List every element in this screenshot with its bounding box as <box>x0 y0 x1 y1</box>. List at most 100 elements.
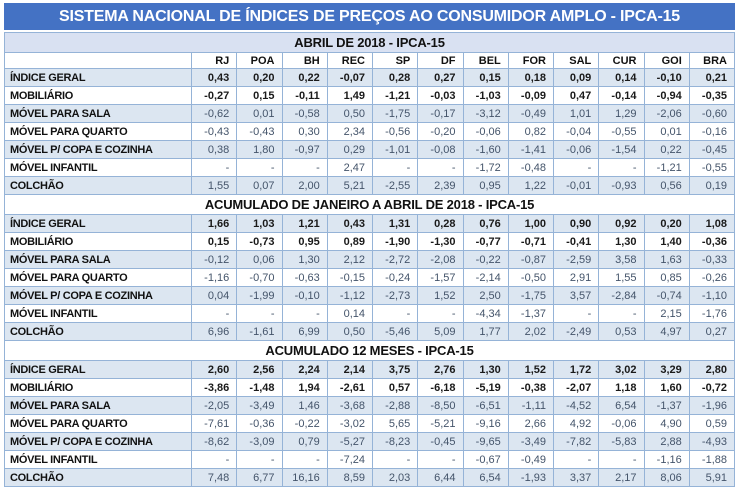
value-cell: -1,16 <box>643 450 690 469</box>
column-header-sal: SAL <box>552 52 600 69</box>
value-cell: 2,80 <box>688 360 736 379</box>
row-label: MÓVEL INFANTIL <box>4 450 192 469</box>
value-cell: 2,50 <box>462 286 509 305</box>
value-cell: -0,94 <box>643 86 690 105</box>
row-label: MOBILIÁRIO <box>4 86 192 105</box>
section-abril-2018: ABRIL DE 2018 - IPCA-15 RJ POA BH REC SP DF BE… <box>4 32 736 195</box>
value-cell: 1,03 <box>236 214 283 233</box>
value-cell: - <box>281 304 328 323</box>
row-label: COLCHÃO <box>4 468 192 487</box>
value-cell: -1,90 <box>371 232 419 251</box>
value-cell: -6,51 <box>462 396 509 415</box>
row-label: MÓVEL PARA SALA <box>4 250 192 269</box>
value-cell: 0,20 <box>643 214 690 233</box>
value-cell: 1,08 <box>688 214 736 233</box>
value-cell: -0,09 <box>507 86 555 105</box>
value-cell: - <box>190 158 238 177</box>
value-cell: - <box>236 450 283 469</box>
table-row: ÍNDICE GERAL 2,60 2,56 2,24 2,14 3,75 2,76 1,30… <box>4 360 736 379</box>
table-row: COLCHÃO 7,48 6,77 16,16 8,59 2,03 6,44 6,54 -1,9… <box>4 468 736 487</box>
value-cell: - <box>281 158 328 177</box>
value-cell: -5,83 <box>598 432 645 451</box>
value-cell: 6,44 <box>417 468 464 487</box>
table-row: MÓVEL PARA QUARTO -1,16 -0,70 -0,63 -0,15 -0,… <box>4 268 736 287</box>
value-cell: 16,16 <box>281 468 328 487</box>
value-cell: 3,75 <box>371 360 419 379</box>
value-cell: 0,28 <box>371 68 419 87</box>
value-cell: -1,61 <box>236 322 283 341</box>
value-cell: 2,91 <box>552 268 600 287</box>
value-cell: 2,17 <box>598 468 645 487</box>
value-cell: 1,72 <box>552 360 600 379</box>
table-row: MÓVEL P/ COPA E COZINHA -8,62 -3,09 0,79 -5,… <box>4 432 736 451</box>
value-cell: - <box>552 450 600 469</box>
row-label: MÓVEL PARA QUARTO <box>4 122 192 141</box>
table-row: MÓVEL PARA QUARTO -7,61 -0,36 -0,22 -3,02 5,6… <box>4 414 736 433</box>
value-cell: -1,72 <box>462 158 509 177</box>
value-cell: 4,92 <box>552 414 600 433</box>
corner-cell <box>4 52 192 69</box>
value-cell: -2,72 <box>371 250 419 269</box>
table-row: MOBILIÁRIO -3,86 -1,48 1,94 -2,61 0,57 -6,18 -5… <box>4 378 736 397</box>
row-label: MÓVEL P/ COPA E COZINHA <box>4 140 192 159</box>
value-cell: -0,20 <box>417 122 464 141</box>
value-cell: -0,17 <box>417 104 464 123</box>
value-cell: -0,26 <box>688 268 736 287</box>
row-label: ÍNDICE GERAL <box>4 360 192 379</box>
value-cell: 0,07 <box>236 176 283 195</box>
table-row: MÓVEL INFANTIL - - - -7,24- - -0,67 -0,49- - -1,1… <box>4 450 736 469</box>
value-cell: 0,38 <box>190 140 238 159</box>
value-cell: -0,71 <box>507 232 555 251</box>
value-cell: 0,90 <box>552 214 600 233</box>
value-cell: 0,19 <box>688 176 736 195</box>
value-cell: -0,60 <box>688 104 736 123</box>
column-header-row: RJ POA BH REC SP DF BEL FOR SAL CUR GOI BRA <box>4 52 736 69</box>
value-cell: -1,57 <box>417 268 464 287</box>
section-acumulado-jan-abr: ACUMULADO DE JANEIRO A ABRIL DE 2018 - I… <box>4 194 736 341</box>
value-cell: -0,27 <box>190 86 238 105</box>
value-cell: 0,95 <box>462 176 509 195</box>
table-row: MÓVEL P/ COPA E COZINHA 0,38 1,80 -0,97 0,29… <box>4 140 736 159</box>
value-cell: - <box>417 158 464 177</box>
value-cell: -0,55 <box>688 158 736 177</box>
row-label: MÓVEL P/ COPA E COZINHA <box>4 432 192 451</box>
title-bar: SISTEMA NACIONAL DE ÍNDICES DE PREÇOS AO… <box>4 3 735 30</box>
value-cell: -0,36 <box>688 232 736 251</box>
value-cell: 2,02 <box>507 322 555 341</box>
row-label: MÓVEL PARA SALA <box>4 104 192 123</box>
value-cell: -0,58 <box>281 104 328 123</box>
value-cell: 1,66 <box>190 214 238 233</box>
value-cell: 1,46 <box>281 396 328 415</box>
value-cell: 4,90 <box>643 414 690 433</box>
value-cell: -3,02 <box>326 414 374 433</box>
value-cell: 0,82 <box>507 122 555 141</box>
row-label: MOBILIÁRIO <box>4 378 192 397</box>
row-label: MÓVEL PARA QUARTO <box>4 268 192 287</box>
value-cell: -1,48 <box>236 378 283 397</box>
value-cell: -2,49 <box>552 322 600 341</box>
value-cell: - <box>236 304 283 323</box>
value-cell: 1,80 <box>236 140 283 159</box>
value-cell: 0,79 <box>281 432 328 451</box>
value-cell: -0,45 <box>688 140 736 159</box>
row-label: COLCHÃO <box>4 176 192 195</box>
value-cell: 1,40 <box>643 232 690 251</box>
value-cell: 1,18 <box>598 378 645 397</box>
value-cell: 1,77 <box>462 322 509 341</box>
value-cell: 1,30 <box>281 250 328 269</box>
row-label: COLCHÃO <box>4 322 192 341</box>
value-cell: -1,54 <box>598 140 645 159</box>
value-cell: 0,95 <box>281 232 328 251</box>
value-cell: -0,87 <box>507 250 555 269</box>
row-label: MÓVEL PARA QUARTO <box>4 414 192 433</box>
column-header-cur: CUR <box>598 52 645 69</box>
value-cell: -4,34 <box>462 304 509 323</box>
value-cell: -0,49 <box>507 450 555 469</box>
value-cell: -0,67 <box>462 450 509 469</box>
value-cell: -0,22 <box>281 414 328 433</box>
value-cell: 5,65 <box>371 414 419 433</box>
value-cell: -0,55 <box>598 122 645 141</box>
value-cell: 0,56 <box>643 176 690 195</box>
value-cell: 1,60 <box>643 378 690 397</box>
value-cell: 2,66 <box>507 414 555 433</box>
